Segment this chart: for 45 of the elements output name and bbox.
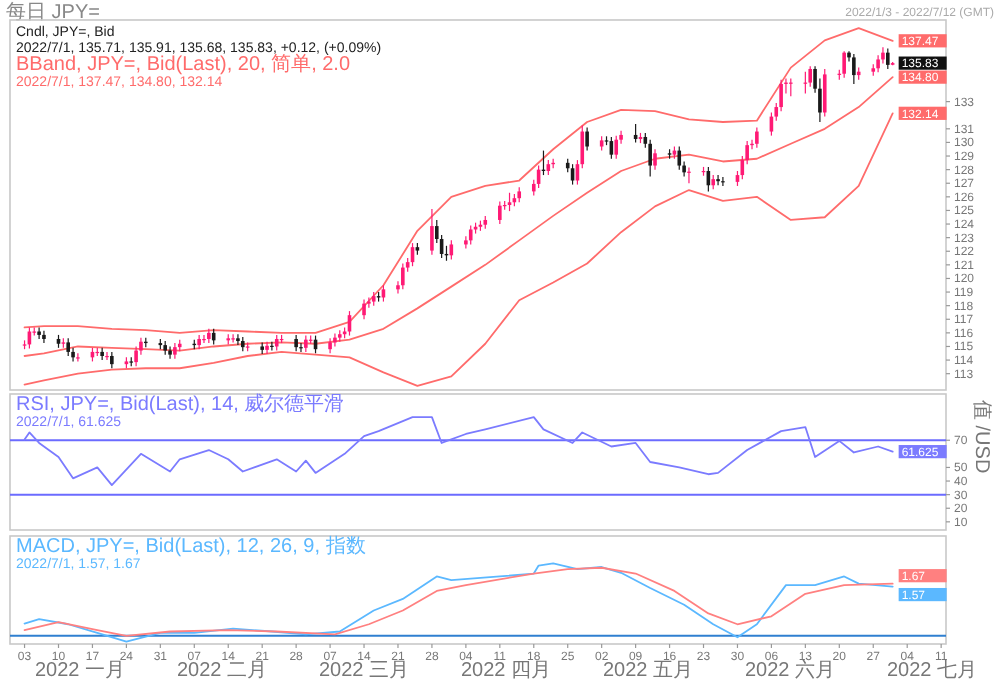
candlestick (197, 334, 201, 350)
text: 2022 三月 (318, 660, 410, 680)
candlestick (822, 68, 827, 118)
candlestick (842, 50, 846, 79)
candlestick (677, 145, 682, 171)
chart-title: RSI, JPY=, Bid(Last), 14, 威尔德平滑 (16, 392, 345, 416)
text: 2022 一月 (34, 660, 126, 680)
candlestick (42, 330, 46, 344)
candlestick (168, 345, 172, 360)
candlestick (134, 345, 138, 367)
candlestick (808, 65, 813, 88)
candlestick (614, 135, 619, 160)
candlestick (76, 352, 80, 363)
candlestick (716, 174, 720, 186)
candlestick (852, 53, 856, 85)
line-series (23, 112, 894, 387)
text: 2022 五月 (602, 660, 694, 680)
candlestick (507, 192, 512, 212)
candlestick (401, 262, 405, 290)
candlestick (362, 298, 366, 320)
candlestick (265, 341, 269, 355)
candlestick (881, 46, 885, 65)
text: 2022 七月 (886, 658, 978, 680)
candlestick (498, 201, 502, 225)
candlestick (653, 148, 657, 171)
candlestick (236, 333, 240, 346)
candlestick (755, 126, 759, 149)
candlestick (333, 332, 337, 348)
y-axis-title: 值 /USD (970, 400, 992, 474)
candlestick (430, 208, 434, 256)
candlestick (270, 341, 274, 352)
candlestick (648, 139, 652, 178)
candlestick (468, 224, 473, 246)
candlestick (886, 47, 890, 70)
text: 每日 JPY= (6, 0, 101, 24)
candlestick (100, 347, 104, 361)
candlestick (721, 176, 725, 187)
candlestick (687, 166, 691, 184)
annotation: BBand, JPY=, Bid(Last), 20, 简单, 2.0 (16, 52, 351, 76)
text: 2022 二月 (176, 660, 268, 680)
text: 2022 六月 (744, 658, 836, 680)
chart-title: MACD, JPY=, Bid(Last), 12, 26, 9, 指数 (16, 534, 366, 558)
candlestick (37, 326, 41, 340)
candlestick (585, 126, 589, 152)
text: 2022 四月 (460, 660, 552, 680)
